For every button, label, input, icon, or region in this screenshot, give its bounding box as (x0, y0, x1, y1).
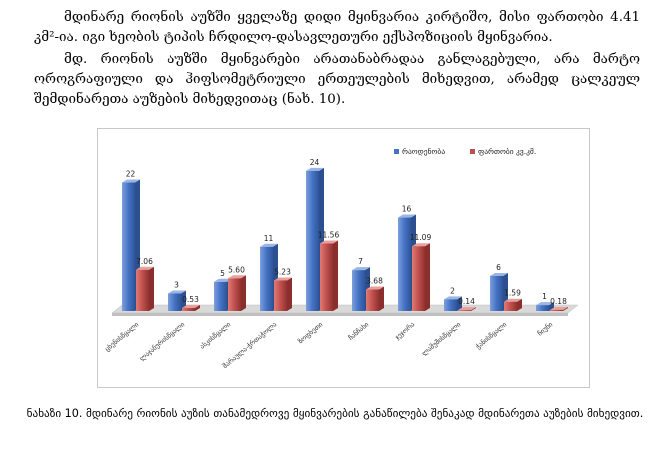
bar (320, 243, 333, 311)
data-label: 1.59 (504, 289, 521, 298)
legend-label-area: ფართობი კვ.კმ. (478, 147, 536, 156)
data-label: 7.06 (136, 257, 153, 266)
bar (214, 281, 227, 311)
bar (398, 217, 411, 311)
data-label: 11 (264, 234, 274, 243)
bar (412, 246, 425, 311)
bar (366, 289, 379, 311)
data-label: 3 (174, 280, 179, 289)
data-label: 5.23 (274, 267, 291, 276)
chart-frame: 22 7.06 3 0.53 5 5.60 11 5.23 24 11.56 7 3.68 16 11.0… (97, 128, 590, 388)
bar-top (320, 240, 338, 244)
bar (352, 270, 365, 311)
category-label: ჩიუნი (536, 320, 555, 338)
category-label: ცხენისწყალი (103, 320, 140, 353)
data-label: 11.56 (318, 230, 340, 239)
bar-top (260, 243, 278, 247)
bar-side (181, 290, 186, 311)
data-label: 6 (496, 263, 501, 272)
legend-swatch-area (470, 149, 475, 154)
bar (504, 301, 517, 311)
bar (136, 269, 149, 311)
data-label: 22 (126, 170, 136, 179)
bar-side (517, 298, 522, 311)
bar-top (228, 275, 246, 279)
category-label: ლაჯანურისწყალი (137, 319, 186, 362)
bar-side (333, 240, 338, 311)
category-label: ჭანისწყალი (474, 320, 508, 351)
bar (550, 309, 563, 311)
bar (168, 293, 181, 311)
category-label: ზოფხეთი (297, 320, 325, 345)
legend-label-count: რაოდენობა (402, 147, 445, 156)
bar-side (149, 266, 154, 311)
bar (306, 170, 319, 311)
bar-top (444, 296, 462, 300)
bar (444, 299, 457, 311)
data-label: 16 (402, 205, 412, 214)
bar-side (379, 286, 384, 311)
bar-top (536, 302, 554, 306)
category-label: ლამუშისწყალი (420, 320, 462, 357)
bar-top (412, 243, 430, 247)
legend-swatch-count (394, 149, 399, 154)
data-label: 5 (220, 269, 225, 278)
bar-side (195, 304, 200, 311)
bar-side (287, 277, 292, 311)
bar (182, 307, 195, 311)
data-label: 1 (542, 292, 547, 301)
bar-top (214, 278, 232, 282)
data-label: 5.60 (228, 265, 245, 274)
data-label: 3.68 (366, 277, 383, 286)
bar-side (457, 296, 462, 311)
bar-top (306, 167, 324, 171)
bar-side (563, 306, 568, 311)
data-label: 2 (450, 286, 455, 295)
category-label: ჩანჩახი (347, 320, 371, 342)
paragraph-2: მდ. რიონის აუზში მყინვარები არათანაბრადა… (34, 52, 640, 107)
bar-top (352, 267, 370, 271)
bar-top (168, 290, 186, 294)
bar-side (549, 302, 554, 311)
bar-side (471, 307, 476, 311)
data-label: 24 (310, 158, 320, 167)
bar-top (136, 266, 154, 270)
bar (228, 278, 241, 311)
data-label: 0.18 (550, 297, 567, 306)
bar-top (274, 277, 292, 281)
bar (274, 280, 287, 311)
data-label: 11.09 (410, 233, 432, 242)
bar-top (366, 286, 384, 290)
bar-top (182, 304, 200, 308)
bar-top (122, 179, 140, 183)
bar-side (241, 275, 246, 311)
category-label: ჯეჯორა (393, 319, 417, 341)
bar (490, 275, 503, 311)
bar (260, 246, 273, 311)
bar-top (504, 298, 522, 302)
bar-side (425, 243, 430, 311)
data-label: 0.14 (458, 297, 475, 306)
legend: რაოდენობა ფართობი კვ.კმ. (394, 147, 536, 156)
data-label: 0.53 (182, 295, 199, 304)
data-label: 7 (358, 257, 363, 266)
category-label: ასკისწყალი (198, 320, 232, 351)
bar (458, 310, 471, 311)
bar-top (550, 306, 568, 310)
bar (122, 182, 135, 311)
bar-top (398, 214, 416, 218)
bar-top (490, 272, 508, 276)
bar-top (458, 307, 476, 311)
bar (536, 305, 549, 311)
figure-caption: ნახაზი 10. მდინარე რიონის აუზის თანამედრ… (26, 407, 644, 420)
paragraph-1: მდინარე რიონის აუზში ყველაზე დიდი მყინვა… (34, 10, 640, 45)
chart-floor-edge (112, 313, 568, 316)
